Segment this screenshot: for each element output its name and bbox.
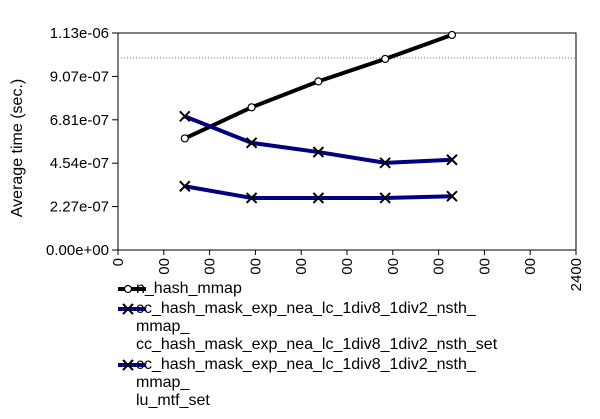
x-tick-label: 00: [156, 258, 173, 275]
y-tick-label: 9.07e-07: [50, 68, 109, 85]
data-point: [247, 103, 256, 112]
x-marker-stroke: [122, 359, 134, 371]
x-marker-stroke: [245, 137, 258, 149]
series-3: [179, 180, 458, 204]
data-point: [123, 284, 133, 294]
y-tick-label: 1.13e-06: [50, 25, 109, 42]
legend-swatch: [118, 359, 146, 371]
x-tick-label: 00: [476, 258, 493, 275]
x-marker-stroke: [379, 192, 391, 204]
data-point: [245, 137, 258, 149]
x-marker-stroke: [446, 154, 458, 166]
legend-label: cc_hash_mask_exp_nea_lc_1div8_1div2_nsth…: [136, 300, 498, 353]
series-line: [184, 184, 453, 200]
series-2: [179, 110, 458, 169]
series-group: [179, 30, 458, 204]
x-marker-stroke: [179, 180, 191, 192]
data-point: [314, 77, 323, 86]
series-line: [183, 33, 453, 141]
data-point: [446, 154, 458, 166]
x-tick-label: 00: [522, 258, 539, 275]
axes: 0.00e+00 2.27e-07 4.54e-07 6.81e-07 9.07e-07…: [46, 25, 585, 291]
x-tick-label: 00: [293, 258, 310, 275]
legend-label: n_hash_mmap: [136, 280, 242, 297]
data-point: [312, 192, 325, 204]
data-point: [122, 303, 134, 315]
x-marker-stroke: [379, 157, 391, 169]
x-tick-label: 00: [247, 258, 264, 275]
x-tick-label: 0: [110, 258, 127, 266]
data-point: [179, 180, 191, 192]
x-marker-stroke: [312, 192, 325, 204]
data-point: [122, 359, 134, 371]
x-marker-stroke: [312, 146, 325, 158]
y-tick-label: 4.54e-07: [50, 155, 109, 172]
y-tick-label: 0.00e+00: [46, 242, 109, 259]
legend-label: cc_hash_mask_exp_nea_lc_1div8_1div2_nsth…: [136, 356, 476, 409]
data-point: [180, 134, 189, 143]
series-1: [180, 30, 457, 143]
legend-item: cc_hash_mask_exp_nea_lc_1div8_1div2_nsth…: [118, 356, 578, 410]
x-marker-stroke: [179, 110, 191, 123]
x-marker-stroke: [122, 303, 134, 315]
x-tick-label: 00: [339, 258, 356, 275]
x-tick-label: 00: [431, 258, 448, 275]
x-tick-label: 00: [385, 258, 402, 275]
x-marker-stroke: [446, 190, 458, 202]
x-tick-label: 2400: [568, 258, 585, 291]
legend-swatch: [118, 303, 146, 315]
series-line: [184, 114, 453, 165]
data-point: [245, 192, 258, 204]
y-axis-label: Average time (sec.): [9, 79, 26, 217]
data-point: [446, 190, 458, 202]
data-point: [379, 157, 391, 169]
legend-item: n_hash_mmap: [118, 280, 578, 298]
legend-swatch: [118, 284, 146, 294]
x-marker-stroke: [245, 192, 258, 204]
data-point: [381, 54, 390, 64]
data-point: [312, 146, 325, 158]
x-tick-label: 00: [202, 258, 219, 275]
y-tick-label: 6.81e-07: [50, 112, 109, 129]
data-point: [179, 110, 191, 123]
data-point: [379, 192, 391, 204]
y-tick-label: 2.27e-07: [50, 199, 109, 216]
legend-item: cc_hash_mask_exp_nea_lc_1div8_1div2_nsth…: [118, 300, 578, 354]
data-point: [447, 30, 457, 40]
